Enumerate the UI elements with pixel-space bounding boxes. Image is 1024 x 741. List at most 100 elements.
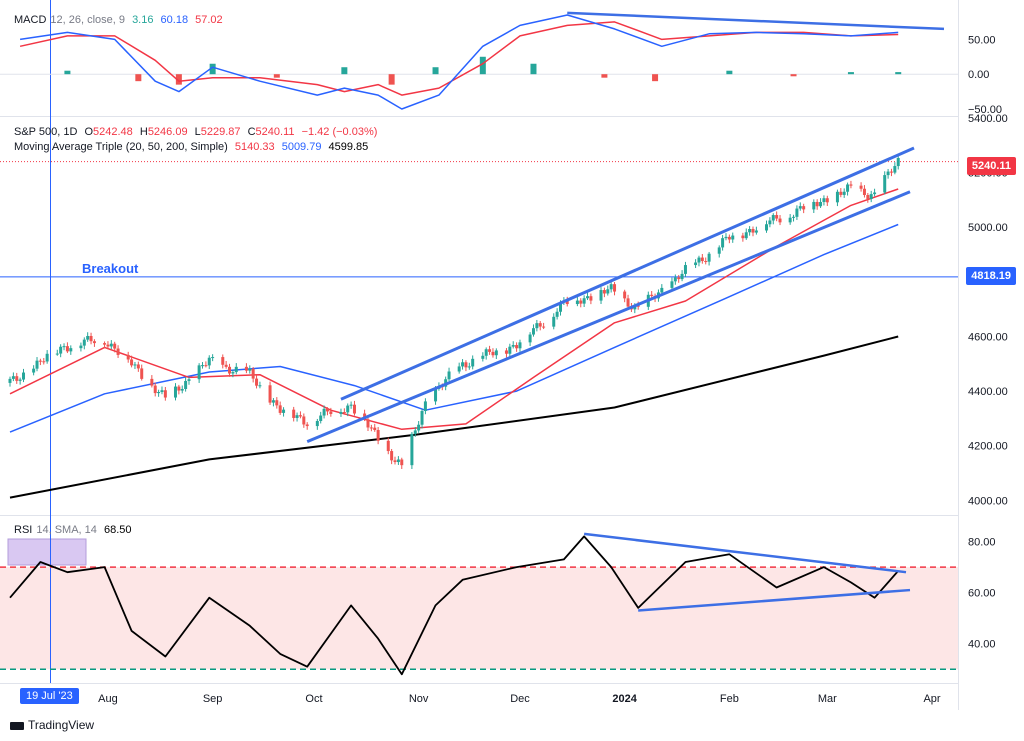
candle-body [89, 335, 93, 342]
macd-trendline [567, 11, 945, 31]
cursor-date-label: 19 Jul '23 [20, 688, 79, 704]
price-candle [109, 340, 113, 350]
price-candle [673, 274, 677, 285]
candle-body [727, 236, 731, 240]
macd-histogram-bar [847, 72, 854, 75]
candle-body [352, 404, 356, 414]
candle-body [322, 408, 326, 416]
candle-body [471, 358, 475, 367]
candle-body [535, 323, 539, 329]
candle-body [35, 360, 39, 369]
price-candle [704, 257, 708, 265]
price-candle [491, 348, 495, 358]
candle-body [400, 459, 404, 466]
candle-body [694, 262, 698, 266]
candle-body [508, 346, 512, 354]
candle-body [538, 323, 542, 327]
candle-body [542, 326, 546, 328]
x-tick-label: Nov [409, 693, 429, 705]
price-candle [116, 345, 120, 358]
y-tick-label: 5000.00 [968, 222, 1008, 234]
candle-body [18, 379, 22, 381]
candle-body [788, 217, 792, 223]
price-candle [133, 361, 137, 370]
candle-body [582, 298, 586, 304]
price-candle [69, 345, 73, 355]
y-tick-label: 4200.00 [968, 441, 1008, 453]
price-candle [683, 261, 687, 278]
price-candle [92, 339, 96, 347]
candle-body [278, 405, 282, 413]
price-candle [889, 168, 893, 177]
price-candle [599, 287, 603, 304]
price-candle [518, 339, 522, 352]
price-candle [792, 214, 796, 222]
candle-body [707, 253, 711, 262]
candle-body [589, 296, 593, 301]
price-candle [741, 232, 745, 242]
candle-body [319, 415, 323, 421]
candle-body [163, 390, 167, 398]
x-tick-label: Dec [510, 693, 530, 705]
price-candle [417, 421, 421, 433]
macd-histogram-bar [601, 74, 608, 78]
candle-body [461, 362, 465, 367]
candle-body [893, 166, 897, 173]
macd-value-3: 57.02 [195, 14, 223, 26]
candle-body [731, 235, 735, 240]
macd-signal-line [19, 21, 899, 96]
price-candle [278, 401, 282, 415]
price-candle [32, 365, 36, 376]
price-candle [393, 456, 397, 465]
candle-body [846, 184, 850, 192]
price-candle [504, 348, 508, 358]
price-candle [575, 296, 579, 307]
price-candle [187, 377, 191, 385]
price-candle [528, 332, 532, 347]
macd-line [19, 14, 899, 110]
price-candle [413, 427, 417, 437]
price-candle [45, 350, 49, 364]
candle-body [282, 409, 286, 413]
candle-body [835, 191, 839, 203]
candle-body [815, 201, 819, 207]
price-candle [373, 423, 377, 432]
price-candle [609, 280, 613, 293]
price-candle [400, 457, 404, 469]
ma200-value: 4599.85 [328, 141, 369, 153]
candle-body [386, 440, 390, 452]
y-tick-label: 4600.00 [968, 331, 1008, 343]
price-candle [59, 344, 63, 358]
price-candle [697, 255, 701, 267]
price-candle [481, 352, 485, 362]
tradingview-logo[interactable]: TradingView [10, 718, 94, 732]
candle-body [140, 368, 144, 379]
candle-body [825, 198, 829, 203]
price-candle [579, 298, 583, 308]
price-candle [802, 203, 806, 214]
price-candle [842, 188, 846, 198]
candle-body [768, 220, 772, 225]
price-candle [680, 270, 684, 282]
candle-body [795, 208, 799, 217]
candle-body [224, 364, 228, 367]
candle-body [464, 362, 468, 368]
price-candle [839, 188, 843, 198]
price-candle [488, 345, 492, 355]
price-candle [322, 405, 326, 419]
price-candle [694, 259, 698, 269]
price-candle [467, 362, 471, 370]
candle-body [744, 232, 748, 239]
candle-body [511, 345, 515, 347]
candle-body [65, 346, 69, 352]
price-candle [136, 361, 140, 372]
candle-body [862, 188, 866, 196]
price-candle [795, 205, 799, 220]
candle-body [177, 386, 181, 391]
candle-body [315, 420, 319, 427]
y-tick-label: 80.00 [968, 537, 996, 549]
candle-body [32, 368, 36, 373]
price-candle [586, 292, 590, 301]
macd-histogram-bar [895, 72, 902, 75]
price-candle [302, 413, 306, 428]
